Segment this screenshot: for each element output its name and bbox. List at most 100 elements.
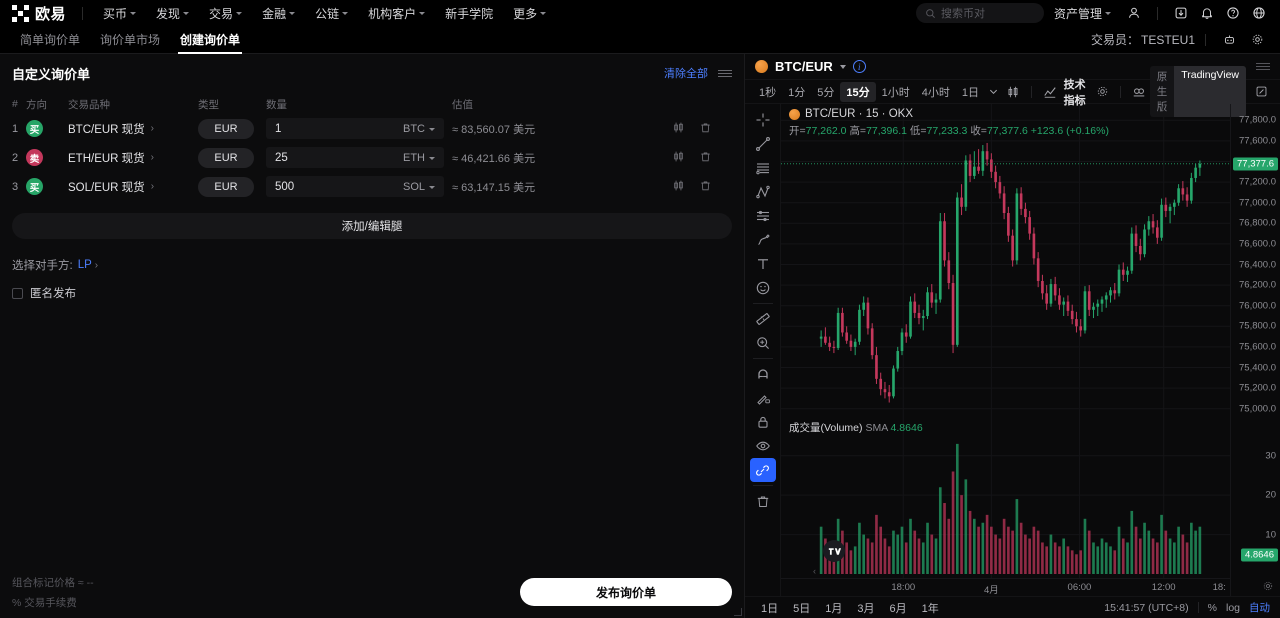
version-tradingview-button[interactable]: TradingView (1174, 66, 1246, 117)
emoji-icon[interactable] (750, 276, 776, 300)
auto-scale-button[interactable]: 自动 (1249, 602, 1270, 614)
range-6mo[interactable]: 6月 (889, 602, 907, 615)
candlestick-icon[interactable] (672, 121, 685, 137)
gear-icon[interactable] (1244, 27, 1270, 53)
percent-scale-button[interactable]: % (1207, 601, 1217, 614)
magnet-icon[interactable] (750, 362, 776, 386)
timeframe-15m[interactable]: 15分 (840, 81, 876, 102)
chart-version-switch: 原生版 TradingView (1149, 66, 1272, 117)
delete-icon[interactable] (699, 179, 712, 195)
publish-rfq-button[interactable]: 发布询价单 (520, 578, 732, 606)
link-icon[interactable] (749, 458, 776, 482)
candlestick-icon[interactable] (672, 179, 685, 195)
candlestick-icon[interactable] (672, 150, 685, 166)
text-icon[interactable] (750, 252, 776, 276)
timeframe-5m[interactable]: 5分 (817, 86, 835, 99)
download-icon[interactable] (1168, 0, 1194, 26)
direction-badge[interactable]: 卖 (26, 149, 68, 166)
range-1y[interactable]: 1年 (921, 602, 939, 615)
quantity-input[interactable]: 500 SOL (266, 176, 444, 197)
indicators-icon[interactable] (1039, 85, 1061, 99)
zoom-in-icon[interactable] (750, 331, 776, 355)
fullscreen-icon[interactable] (1251, 85, 1272, 98)
panel-drag-handle[interactable] (718, 69, 732, 77)
ruler-icon[interactable] (750, 307, 776, 331)
nav-item-trade[interactable]: 交易 (199, 0, 252, 26)
timeframe-4h[interactable]: 4小时 (921, 86, 950, 99)
version-native-button[interactable]: 原生版 (1156, 71, 1168, 113)
tradingview-logo-icon[interactable] (823, 540, 845, 562)
eye-icon[interactable] (750, 434, 776, 458)
direction-badge[interactable]: 买 (26, 178, 68, 195)
time-axis[interactable]: 18:00 4月 06:00 12:00 18: (781, 578, 1230, 596)
trash-icon[interactable] (750, 489, 776, 513)
crosshair-icon[interactable] (750, 108, 776, 132)
help-icon[interactable] (1220, 0, 1246, 26)
scroll-left-icon[interactable]: ‹ (813, 566, 816, 576)
fib-retracement-icon[interactable] (750, 204, 776, 228)
pitchfork-icon[interactable] (750, 180, 776, 204)
delete-icon[interactable] (699, 121, 712, 137)
resize-handle[interactable] (734, 608, 742, 616)
delete-icon[interactable] (699, 150, 712, 166)
price-axis[interactable]: 77,800.077,600.077,400.077,200.077,000.0… (1230, 104, 1280, 596)
symbol-selector[interactable]: BTC/EUR 现货 › (68, 121, 198, 137)
nav-item-institutional[interactable]: 机构客户 (358, 0, 435, 26)
axis-settings-icon[interactable] (1262, 580, 1274, 595)
range-5d[interactable]: 5日 (793, 602, 811, 615)
nav-item-discover[interactable]: 发现 (146, 0, 199, 26)
drawing-mode-lock-icon[interactable] (750, 386, 776, 410)
brand-logo[interactable]: 欧易 (8, 3, 72, 24)
nav-item-buy-crypto[interactable]: 买币 (93, 0, 146, 26)
tab-rfq-market[interactable]: 询价单市场 (100, 33, 161, 47)
nav-item-asset-management[interactable]: 资产管理 (1044, 0, 1121, 26)
range-3mo[interactable]: 3月 (857, 602, 875, 615)
chart-canvas[interactable]: BTC/EUR · 15 · OKX 开=77,262.0 高=77,396.1… (781, 104, 1280, 596)
chevron-down-icon[interactable] (839, 64, 846, 69)
timeframe-1m[interactable]: 1分 (788, 86, 806, 99)
unit-selector[interactable]: ETH (403, 152, 435, 164)
chart-drag-handle[interactable] (1256, 63, 1270, 70)
timeframe-1s[interactable]: 1秒 (759, 86, 777, 99)
globe-icon[interactable] (1246, 0, 1272, 26)
counterparty-selector[interactable]: LP › (77, 259, 99, 271)
quantity-input[interactable]: 25 ETH (266, 147, 444, 168)
brush-icon[interactable] (750, 228, 776, 252)
anonymous-checkbox[interactable] (12, 287, 23, 299)
chart-type-icon[interactable] (1002, 85, 1024, 99)
horizontal-lines-icon[interactable] (750, 156, 776, 180)
unit-selector[interactable]: SOL (403, 181, 435, 193)
robot-icon[interactable] (1216, 27, 1242, 53)
trend-line-icon[interactable] (750, 132, 776, 156)
range-1mo[interactable]: 1月 (825, 602, 843, 615)
unit-selector[interactable]: BTC (403, 123, 435, 135)
gear-icon[interactable] (1092, 85, 1113, 98)
log-scale-button[interactable]: log (1225, 601, 1240, 614)
bell-icon[interactable] (1194, 0, 1220, 26)
timeframe-1h[interactable]: 1小时 (881, 86, 910, 99)
user-icon[interactable] (1121, 0, 1147, 26)
symbol-selector[interactable]: SOL/EUR 现货 › (68, 179, 198, 195)
direction-badge[interactable]: 买 (26, 120, 68, 137)
quantity-input[interactable]: 1 BTC (266, 118, 444, 139)
nav-item-academy[interactable]: 新手学院 (445, 6, 494, 21)
info-icon[interactable]: i (852, 60, 866, 73)
clear-all-button[interactable]: 清除全部 (664, 68, 708, 80)
add-edit-leg-button[interactable]: 添加/编辑腿 (12, 213, 732, 239)
compare-icon[interactable] (1128, 85, 1150, 99)
nav-item-finance[interactable]: 金融 (252, 0, 305, 26)
symbol-selector[interactable]: ETH/EUR 现货 › (68, 150, 198, 166)
tab-create-rfq[interactable]: 创建询价单 (170, 26, 250, 54)
indicators-label[interactable]: 技术指标 (1063, 78, 1086, 107)
type-chip[interactable]: EUR (198, 176, 254, 197)
nav-item-more[interactable]: 更多 (503, 0, 556, 26)
search-input[interactable]: 搜索币对 (915, 3, 1044, 23)
timeframe-1d[interactable]: 1日 (961, 86, 979, 99)
lock-icon[interactable] (750, 410, 776, 434)
nav-item-chain[interactable]: 公链 (305, 0, 358, 26)
range-1d[interactable]: 1日 (761, 602, 779, 615)
tab-simple-rfq[interactable]: 简单询价单 (20, 33, 81, 47)
type-chip[interactable]: EUR (198, 147, 254, 168)
chevron-down-icon[interactable] (985, 87, 1002, 96)
type-chip[interactable]: EUR (198, 118, 254, 139)
